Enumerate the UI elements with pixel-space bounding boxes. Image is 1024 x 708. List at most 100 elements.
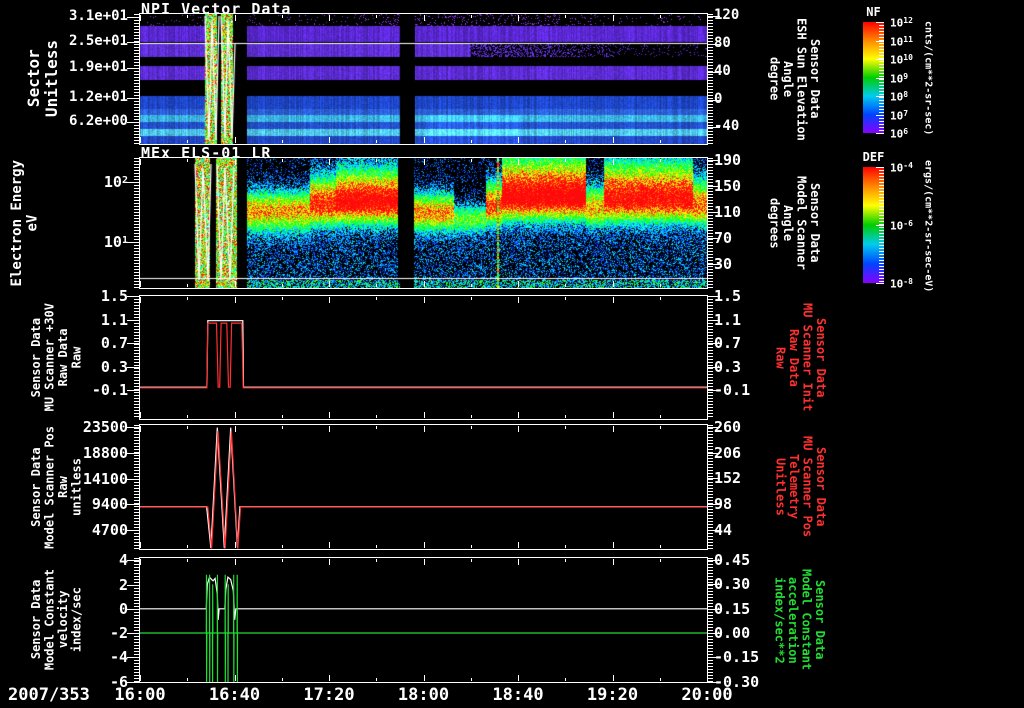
left-tick-label: 23500 xyxy=(82,418,128,437)
time-tick xyxy=(329,159,330,165)
major-tick xyxy=(708,127,720,129)
series-scanner-30v-raw xyxy=(140,320,707,388)
right-tick-label: 0 xyxy=(714,90,723,107)
minor-tick-comb xyxy=(708,558,713,682)
time-tick xyxy=(612,412,614,418)
time-tick xyxy=(376,559,378,562)
left-tick-label: 6.2e+00 xyxy=(68,113,128,130)
minor-tick-comb xyxy=(708,14,713,144)
colorbar-major-tick xyxy=(876,77,884,79)
major-tick xyxy=(708,681,720,683)
panel3-right-axis-label: Sensor Data MU Scanner Init Raw Data Raw xyxy=(773,303,828,412)
date-label: 2007/353 xyxy=(8,685,90,705)
right-tick-label: 0.30 xyxy=(714,575,751,594)
colorbar-major-tick xyxy=(876,133,884,134)
major-tick xyxy=(127,657,139,659)
minor-tick-comb xyxy=(134,558,139,682)
left-tick-label: -6 xyxy=(109,672,128,691)
time-tick xyxy=(659,678,661,681)
colorbar-major-tick xyxy=(876,283,884,284)
time-tick-label: 18:40 xyxy=(492,685,544,705)
time-tick xyxy=(140,281,141,287)
major-tick xyxy=(708,504,720,506)
time-tick xyxy=(612,137,614,143)
time-tick xyxy=(565,159,567,162)
time-tick xyxy=(470,159,472,162)
major-tick xyxy=(127,16,139,18)
time-tick xyxy=(329,15,330,21)
major-tick xyxy=(708,43,720,45)
minor-tick-comb xyxy=(134,425,139,549)
time-tick-label: 20:00 xyxy=(681,685,733,705)
colorbar-tick-label: 10-4 xyxy=(890,161,913,175)
time-tick xyxy=(187,678,189,681)
time-tick xyxy=(234,159,236,165)
colorbar-def-title: DEF xyxy=(862,150,885,164)
time-tick xyxy=(329,559,330,565)
time-tick xyxy=(140,15,141,21)
time-tick xyxy=(423,675,425,681)
time-tick xyxy=(707,559,708,565)
major-tick xyxy=(127,390,139,392)
major-tick xyxy=(127,42,139,44)
panel-mu-scanner-30v xyxy=(139,295,708,420)
time-tick xyxy=(187,415,189,418)
colorbar-tick-label: 1012 xyxy=(890,16,913,30)
time-tick-label: 19:20 xyxy=(586,685,639,705)
panel1-right-axis-label: Sensor Data ESH Sun Elevation Angle degr… xyxy=(767,17,822,141)
time-tick xyxy=(281,678,283,681)
time-tick xyxy=(281,297,283,300)
time-tick xyxy=(518,412,519,418)
minor-tick-comb xyxy=(134,158,139,288)
major-tick xyxy=(708,237,720,239)
time-tick-label: 16:00 xyxy=(114,685,166,705)
minor-tick-comb xyxy=(134,14,139,144)
time-tick xyxy=(329,542,330,548)
mu-scanner-30v-plot xyxy=(140,320,707,389)
time-tick xyxy=(376,140,378,143)
panel2-right-axis-label: Sensor Data Model Scanner Angle degrees xyxy=(767,176,822,270)
left-tick-label: 0 xyxy=(118,599,128,618)
time-tick xyxy=(612,559,614,565)
time-tick xyxy=(187,159,189,162)
left-tick-label: -0.1 xyxy=(91,381,128,400)
time-tick xyxy=(234,15,236,21)
time-tick xyxy=(659,426,661,429)
left-tick-label: 9400 xyxy=(91,495,128,514)
time-tick xyxy=(281,140,283,143)
time-tick xyxy=(281,559,283,562)
left-tick-label: 1.2e+01 xyxy=(68,88,128,105)
left-tick-label: 0.7 xyxy=(100,334,128,353)
time-tick xyxy=(565,415,567,418)
time-tick xyxy=(470,559,472,562)
time-tick xyxy=(707,412,708,418)
series-model-constant-acceleration xyxy=(140,574,707,682)
left-tick-label: 0.3 xyxy=(100,357,128,376)
minor-tick-comb xyxy=(708,425,713,549)
time-tick xyxy=(376,415,378,418)
time-tick xyxy=(376,15,378,18)
time-tick xyxy=(140,137,141,143)
major-tick xyxy=(708,366,720,368)
time-tick-label: 17:20 xyxy=(303,685,355,705)
major-tick xyxy=(708,426,720,428)
colorbar-major-tick xyxy=(876,225,884,226)
major-tick xyxy=(708,530,720,531)
right-tick-label: 1.5 xyxy=(714,287,742,305)
time-tick xyxy=(376,297,378,300)
time-tick xyxy=(329,675,330,681)
time-tick xyxy=(281,159,283,162)
left-tick-label: -4 xyxy=(109,648,128,667)
right-tick-label: -0.15 xyxy=(714,648,760,667)
time-tick xyxy=(470,415,472,418)
major-tick xyxy=(127,452,139,454)
time-tick xyxy=(470,15,472,18)
left-tick-label: 2 xyxy=(118,575,128,594)
colorbar-tick-label: 107 xyxy=(890,108,909,123)
time-tick xyxy=(234,426,236,432)
right-tick-label: 0.15 xyxy=(714,599,751,618)
series-mu-scanner-pos-telemetry xyxy=(140,430,707,549)
time-tick xyxy=(565,559,567,562)
left-tick-label: 102 xyxy=(103,172,128,191)
time-tick xyxy=(707,15,708,21)
